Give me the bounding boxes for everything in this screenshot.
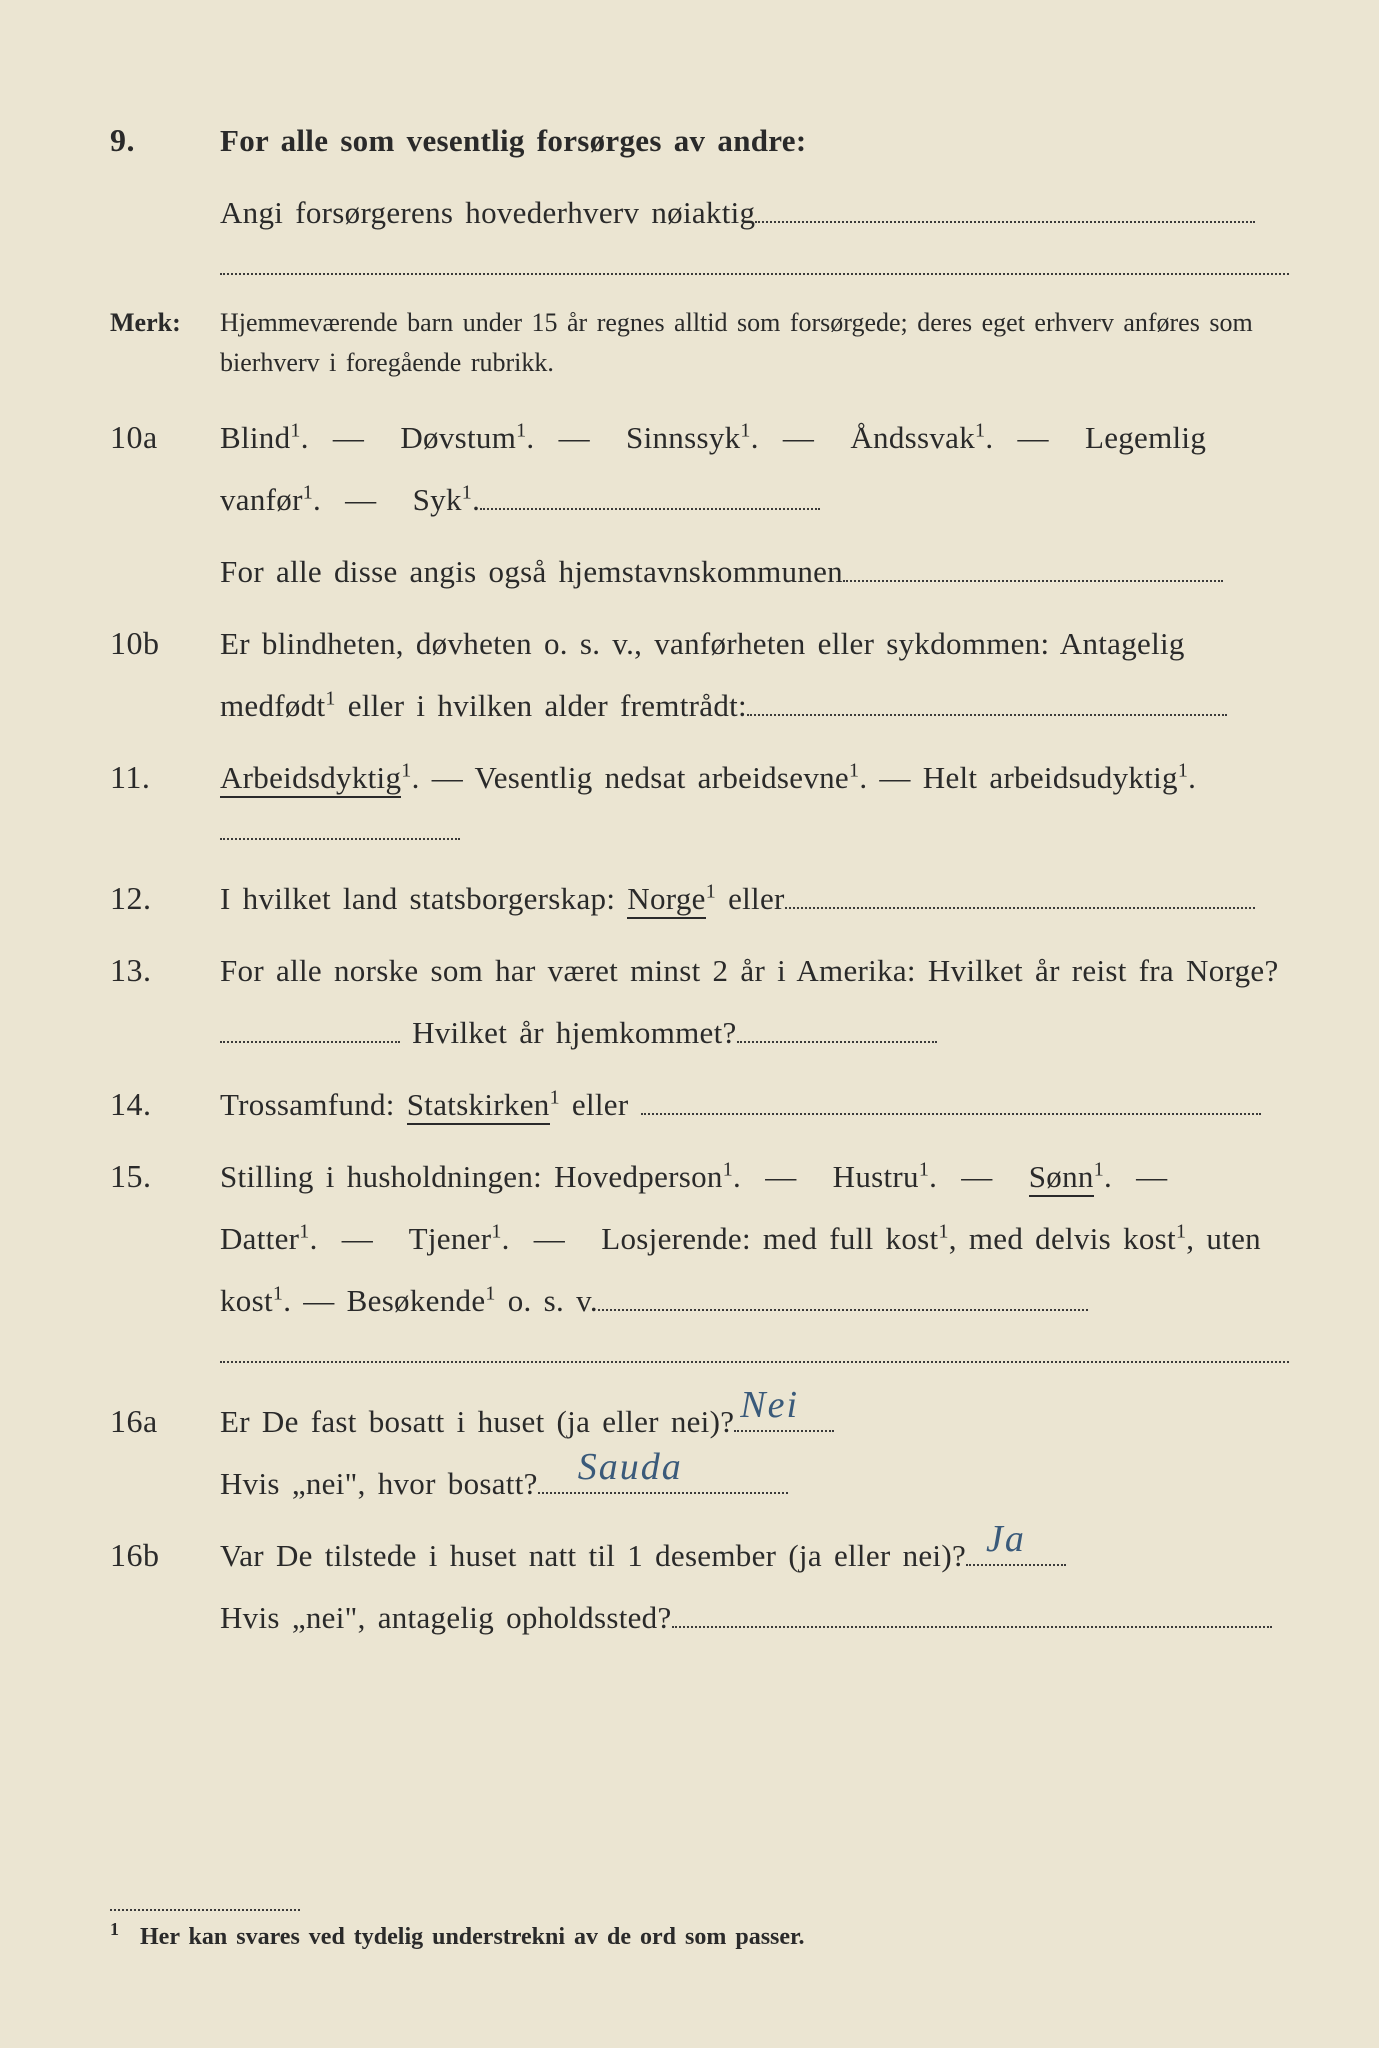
q13-number: 13. [110,952,220,989]
merk-text: Hjemmeværende barn under 15 år regnes al… [220,303,1289,383]
question-12: 12. I hvilket land statsborgerskap: Norg… [110,868,1289,930]
q10a-number: 10a [110,419,220,456]
answer-16a-2: Sauda [578,1436,683,1498]
divider-line [220,1360,1289,1363]
q15-after: o. s. v. [496,1283,598,1318]
opt-syk: Syk [413,482,462,517]
answer-16a-1: Nei [740,1374,799,1436]
q14-after: eller [560,1087,641,1122]
blank-line [220,1013,400,1043]
q9-title: For alle som vesentlig forsørges av andr… [220,110,1289,172]
q14-number: 14. [110,1086,220,1123]
opt-hustru: Hustru [833,1159,919,1194]
question-9: 9. For alle som vesentlig forsørges av a… [110,110,1289,172]
q16b-text2: Hvis „nei", antagelig opholdssted? [220,1600,672,1635]
opt-udyktig: Helt arbeidsudyktig [923,760,1178,795]
opt-norge: Norge [627,881,705,919]
q10b-number: 10b [110,625,220,662]
q16a-text2: Hvis „nei", hvor bosatt? [220,1466,538,1501]
q16b-text1: Var De tilstede i huset natt til 1 desem… [220,1538,966,1573]
blank-line [737,1013,937,1043]
opt-tjener: Tjener [409,1221,492,1256]
divider-line [220,272,1289,275]
blank-with-answer: Ja [966,1536,1066,1566]
opt-sinnssyk: Sinnssyk [626,420,740,455]
blank-with-answer: Nei [734,1402,834,1432]
q16b-number: 16b [110,1537,220,1574]
question-10a: 10a Blind1. — Døvstum1. — Sinnssyk1. — Å… [110,407,1289,531]
question-15: 15. Stilling i husholdningen: Hovedperso… [110,1146,1289,1332]
q10a-line2: For alle disse angis også hjemstavnskomm… [220,554,843,589]
q16a-number: 16a [110,1403,220,1440]
merk-label: Merk: [110,308,220,338]
blank-line [641,1085,1261,1115]
q16a-text1: Er De fast bosatt i huset (ja eller nei)… [220,1404,734,1439]
opt-blind: Blind [220,420,290,455]
q10b-text2: eller i hvilken alder fremtrådt: [336,688,747,723]
question-16a: 16a Er De fast bosatt i huset (ja eller … [110,1391,1289,1515]
q9-line1: Angi forsørgerens hovederhverv nøiaktig [220,195,755,230]
opt-dovstum: Døvstum [400,420,516,455]
question-13: 13. For alle norske som har været minst … [110,940,1289,1064]
question-14: 14. Trossamfund: Statskirken1 eller [110,1074,1289,1136]
q14-text: Trossamfund: [220,1087,407,1122]
opt-besokende: Besøkende [347,1283,486,1318]
q10a-line2-row: For alle disse angis også hjemstavnskomm… [110,541,1289,603]
q9-number: 9. [110,122,220,159]
divider-line [220,837,460,840]
merk-note: Merk: Hjemmeværende barn under 15 år reg… [110,303,1289,383]
blank-line [755,193,1255,223]
question-11: 11. Arbeidsdyktig1. — Vesentlig nedsat a… [110,747,1289,809]
question-10b: 10b Er blindheten, døvheten o. s. v., va… [110,613,1289,737]
opt-andssvak: Åndssvak [850,420,975,455]
footnote-number: 1 [110,1919,119,1939]
blank-line [672,1598,1272,1628]
blank-line [747,686,1227,716]
opt-losjerende-full: Losjerende: med full kost [601,1221,938,1256]
blank-line [843,552,1223,582]
opt-datter: Datter [220,1221,299,1256]
opt-hovedperson: Hovedperson [554,1159,723,1194]
question-16b: 16b Var De tilstede i huset natt til 1 d… [110,1525,1289,1649]
opt-sonn: Sønn [1029,1159,1094,1197]
footnote-rule [110,1909,300,1911]
q13-text1: For alle norske som har været minst 2 år… [220,953,1279,988]
census-form-page: 9. For alle som vesentlig forsørges av a… [0,0,1379,2048]
q13-text2: Hvilket år hjemkommet? [412,1015,737,1050]
opt-nedsat: Vesentlig nedsat arbeidsevne [474,760,849,795]
answer-16b-1: Ja [986,1508,1026,1570]
q15-number: 15. [110,1158,220,1195]
q12-after: eller [716,881,785,916]
blank-line [785,879,1255,909]
q11-number: 11. [110,759,220,796]
q9-line1-row: Angi forsørgerens hovederhverv nøiaktig [110,182,1289,244]
opt-statskirken: Statskirken [407,1087,550,1125]
blank-line [480,480,820,510]
footnote-text: Her kan svares ved tydelig understrekni … [140,1924,805,1950]
opt-losjerende-delvis: , med delvis kost [949,1221,1176,1256]
q12-text: I hvilket land statsborgerskap: [220,881,627,916]
opt-arbeidsdyktig: Arbeidsdyktig [220,760,401,798]
blank-with-answer: Sauda [538,1464,788,1494]
blank-line [598,1281,1088,1311]
q12-number: 12. [110,880,220,917]
footnote: 1 Her kan svares ved tydelig understrekn… [110,1919,1289,1951]
q15-lead: Stilling i husholdningen: [220,1159,554,1194]
